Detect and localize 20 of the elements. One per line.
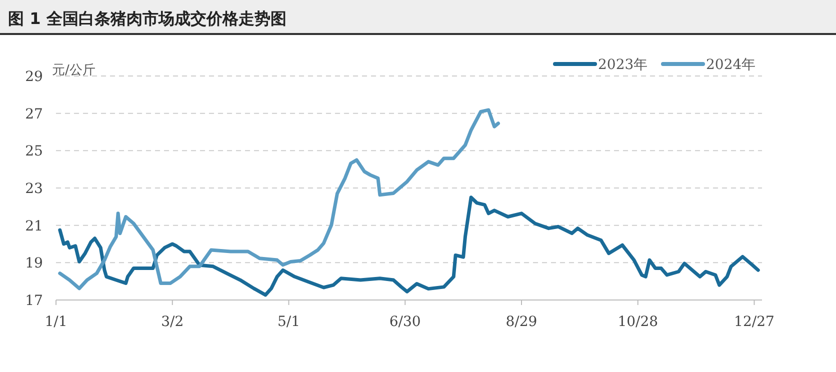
y-tick-label: 29: [25, 69, 43, 85]
x-tick-label: 10/28: [618, 314, 658, 330]
y-tick-label: 25: [25, 144, 43, 160]
x-tick-label: 6/30: [389, 314, 421, 330]
y-tick-label: 21: [25, 218, 43, 234]
legend-label: 2024年: [706, 57, 756, 73]
x-tick-label: 5/1: [277, 314, 300, 330]
x-tick-label: 3/2: [161, 314, 184, 330]
legend-label: 2023年: [598, 57, 648, 73]
y-tick-label: 19: [25, 256, 43, 272]
y-tick-label: 23: [25, 181, 43, 197]
x-tick-label: 8/29: [506, 314, 538, 330]
x-tick-label: 12/27: [734, 314, 774, 330]
line-series: [58, 108, 500, 290]
y-tick-label: 17: [25, 293, 43, 309]
chart-title: 图 1 全国白条猪肉市场成交价格走势图: [8, 9, 286, 28]
y-tick-label: 27: [25, 106, 43, 122]
x-tick-label: 1/1: [44, 314, 68, 330]
y-axis-title: 元/公斤: [52, 63, 96, 78]
line-series: [58, 196, 760, 297]
